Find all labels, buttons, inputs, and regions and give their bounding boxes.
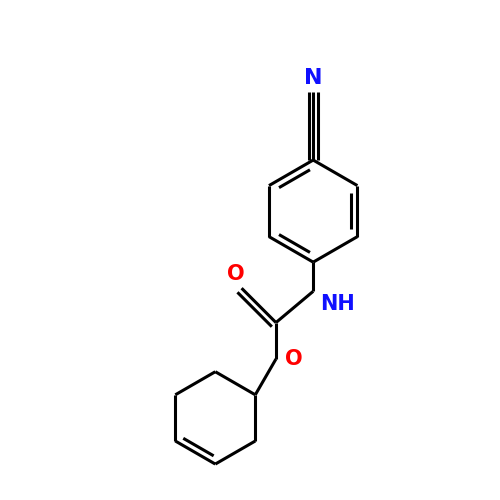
Text: NH: NH xyxy=(320,294,355,314)
Text: N: N xyxy=(304,68,322,88)
Text: O: O xyxy=(284,349,302,369)
Text: O: O xyxy=(227,264,244,284)
